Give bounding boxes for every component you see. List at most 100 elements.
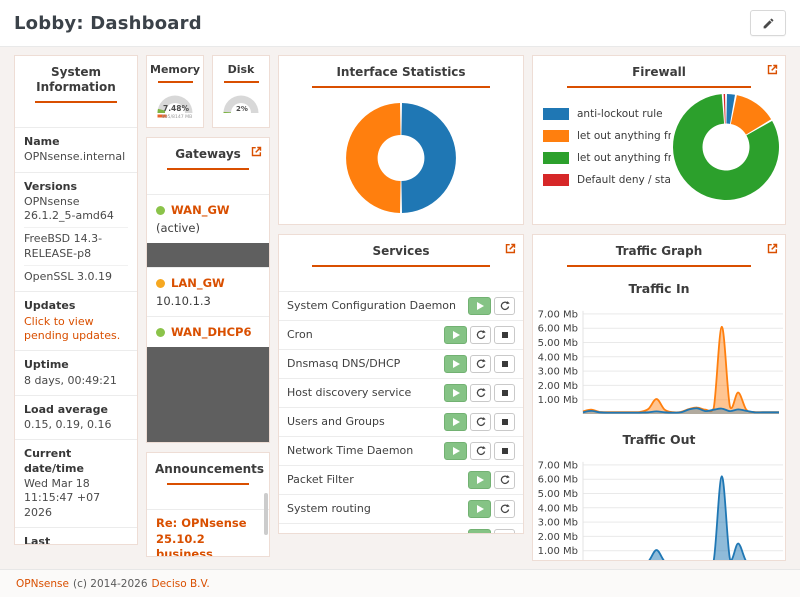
- firewall-donut-chart: [672, 94, 779, 200]
- system-info-row: Last configuration changeWed Mar 18 10:4…: [15, 526, 137, 545]
- system-info-label: Current date/time: [24, 447, 84, 475]
- title-underline: [34, 101, 118, 103]
- gateway-name-link[interactable]: LAN_GW: [171, 276, 225, 290]
- edit-dashboard-button[interactable]: [750, 10, 786, 36]
- legend-swatch: [543, 108, 569, 120]
- service-start-button[interactable]: [444, 326, 467, 344]
- service-actions: [468, 500, 515, 518]
- service-start-button[interactable]: [444, 442, 467, 460]
- gateway-item: WAN_DHCP6: [147, 316, 269, 442]
- service-actions: [444, 413, 515, 431]
- system-info-row: Load average 0.15, 0.19, 0.16: [15, 394, 137, 440]
- service-restart-button[interactable]: [470, 326, 491, 344]
- system-info-label: Uptime: [24, 358, 69, 372]
- announcements-panel: Announcements Re: OPNsense 25.10.2 busin…: [146, 452, 270, 557]
- system-info-value: OPNsense 26.1.2_5-amd64: [24, 194, 114, 223]
- system-info-row: Versions OPNsense 26.1.2_5-amd64 FreeBSD 1…: [15, 171, 137, 292]
- service-stop-button[interactable]: [494, 413, 515, 431]
- service-restart-button[interactable]: [494, 529, 515, 533]
- panel-header: Announcements: [147, 453, 269, 509]
- service-stop-button[interactable]: [494, 384, 515, 402]
- column-4: Firewall anti-lockout rule let out anythi…: [532, 55, 786, 561]
- y-axis-label: 1.00 Mb: [538, 546, 578, 557]
- system-info-value: OpenSSL 3.0.19: [24, 265, 128, 284]
- title-underline: [157, 80, 193, 83]
- pending-updates-link[interactable]: Click to view pending updates.: [24, 314, 121, 342]
- gateway-name-link[interactable]: WAN_DHCP6: [171, 325, 252, 339]
- legend-swatch: [543, 130, 569, 142]
- firewall-legend-item: let out anything fr: [543, 152, 671, 164]
- play-icon: [453, 360, 460, 368]
- gateway-item: WAN_GW (active): [147, 194, 269, 267]
- service-row: System tunables: [279, 523, 523, 533]
- external-link-icon[interactable]: [505, 243, 516, 254]
- opnsense-link[interactable]: OPNsense: [16, 577, 69, 590]
- external-link-icon[interactable]: [767, 64, 778, 75]
- service-start-button[interactable]: [468, 500, 491, 518]
- title-underline: [223, 80, 259, 83]
- service-actions: [468, 471, 515, 489]
- announcements-scrollbar[interactable]: [264, 493, 268, 535]
- title-underline: [166, 483, 250, 485]
- gateway-name-link[interactable]: WAN_GW: [171, 203, 230, 217]
- interface-statistics-donut-chart: [346, 103, 456, 213]
- system-info-row: Uptime 8 days, 00:49:21: [15, 350, 137, 395]
- service-stop-button[interactable]: [494, 442, 515, 460]
- system-info-value: 8 days, 00:49:21: [24, 373, 117, 387]
- panel-header: Memory: [147, 56, 203, 85]
- service-restart-button[interactable]: [470, 442, 491, 460]
- gateway-status-icon: [156, 205, 165, 215]
- firewall-legend: anti-lockout rule let out anything fr let …: [533, 108, 671, 186]
- service-restart-button[interactable]: [494, 297, 515, 315]
- legend-label: let out anything fr: [577, 152, 671, 164]
- title-underline: [312, 86, 490, 88]
- service-start-button[interactable]: [444, 384, 467, 402]
- external-link-icon[interactable]: [767, 243, 778, 254]
- refresh-icon: [476, 446, 486, 456]
- stop-icon: [501, 419, 508, 425]
- y-axis-label: 7.00 Mb: [538, 460, 578, 471]
- pencil-icon: [763, 18, 773, 28]
- announcement-link[interactable]: Re: OPNsense 25.10.2 business edition re…: [147, 509, 269, 556]
- service-stop-button[interactable]: [494, 326, 515, 344]
- services-panel: Services System Configuration Daemon Cron…: [278, 234, 524, 534]
- service-start-button[interactable]: [444, 413, 467, 431]
- service-start-button[interactable]: [468, 297, 491, 315]
- service-row: Packet Filter: [279, 465, 523, 494]
- play-icon: [453, 331, 460, 339]
- refresh-icon: [500, 475, 510, 485]
- traffic-graph-panel: Traffic Graph Traffic In 1.00 Mb 2.00 Mb 3…: [532, 234, 786, 561]
- disk-title: Disk: [227, 63, 255, 76]
- memory-title: Memory: [150, 63, 201, 76]
- column-3: Interface Statistics Services System Con…: [278, 55, 524, 561]
- play-icon: [477, 505, 484, 513]
- service-restart-button[interactable]: [470, 355, 491, 373]
- service-row: Users and Groups: [279, 407, 523, 436]
- service-start-button[interactable]: [468, 471, 491, 489]
- system-info-value: 0.15, 0.19, 0.16: [24, 418, 112, 432]
- service-restart-button[interactable]: [494, 471, 515, 489]
- gateway-status-icon: [156, 278, 165, 288]
- service-restart-button[interactable]: [470, 413, 491, 431]
- service-stop-button[interactable]: [494, 355, 515, 373]
- panel-header: Traffic Graph: [533, 235, 785, 271]
- services-title: Services: [372, 244, 430, 258]
- refresh-icon: [476, 330, 486, 340]
- panel-header: Gateways: [147, 138, 269, 194]
- service-start-button[interactable]: [468, 529, 491, 533]
- y-axis-label: 7.00 Mb: [538, 309, 578, 320]
- y-axis-label: 5.00 Mb: [538, 338, 578, 349]
- system-information-panel: System Information Name OPNsense.internal…: [14, 55, 138, 545]
- external-link-icon[interactable]: [251, 146, 262, 157]
- system-info-label: Last configuration change: [24, 534, 51, 545]
- deciso-link[interactable]: Deciso B.V.: [151, 577, 210, 590]
- service-name: Host discovery service: [287, 385, 412, 399]
- system-info-label: Versions: [24, 179, 78, 193]
- svg-text:2%: 2%: [236, 105, 248, 113]
- gateway-status-icon: [156, 327, 165, 337]
- interface-statistics-title: Interface Statistics: [336, 65, 466, 79]
- service-restart-button[interactable]: [470, 384, 491, 402]
- system-info-label: Updates: [24, 299, 76, 313]
- service-restart-button[interactable]: [494, 500, 515, 518]
- service-start-button[interactable]: [444, 355, 467, 373]
